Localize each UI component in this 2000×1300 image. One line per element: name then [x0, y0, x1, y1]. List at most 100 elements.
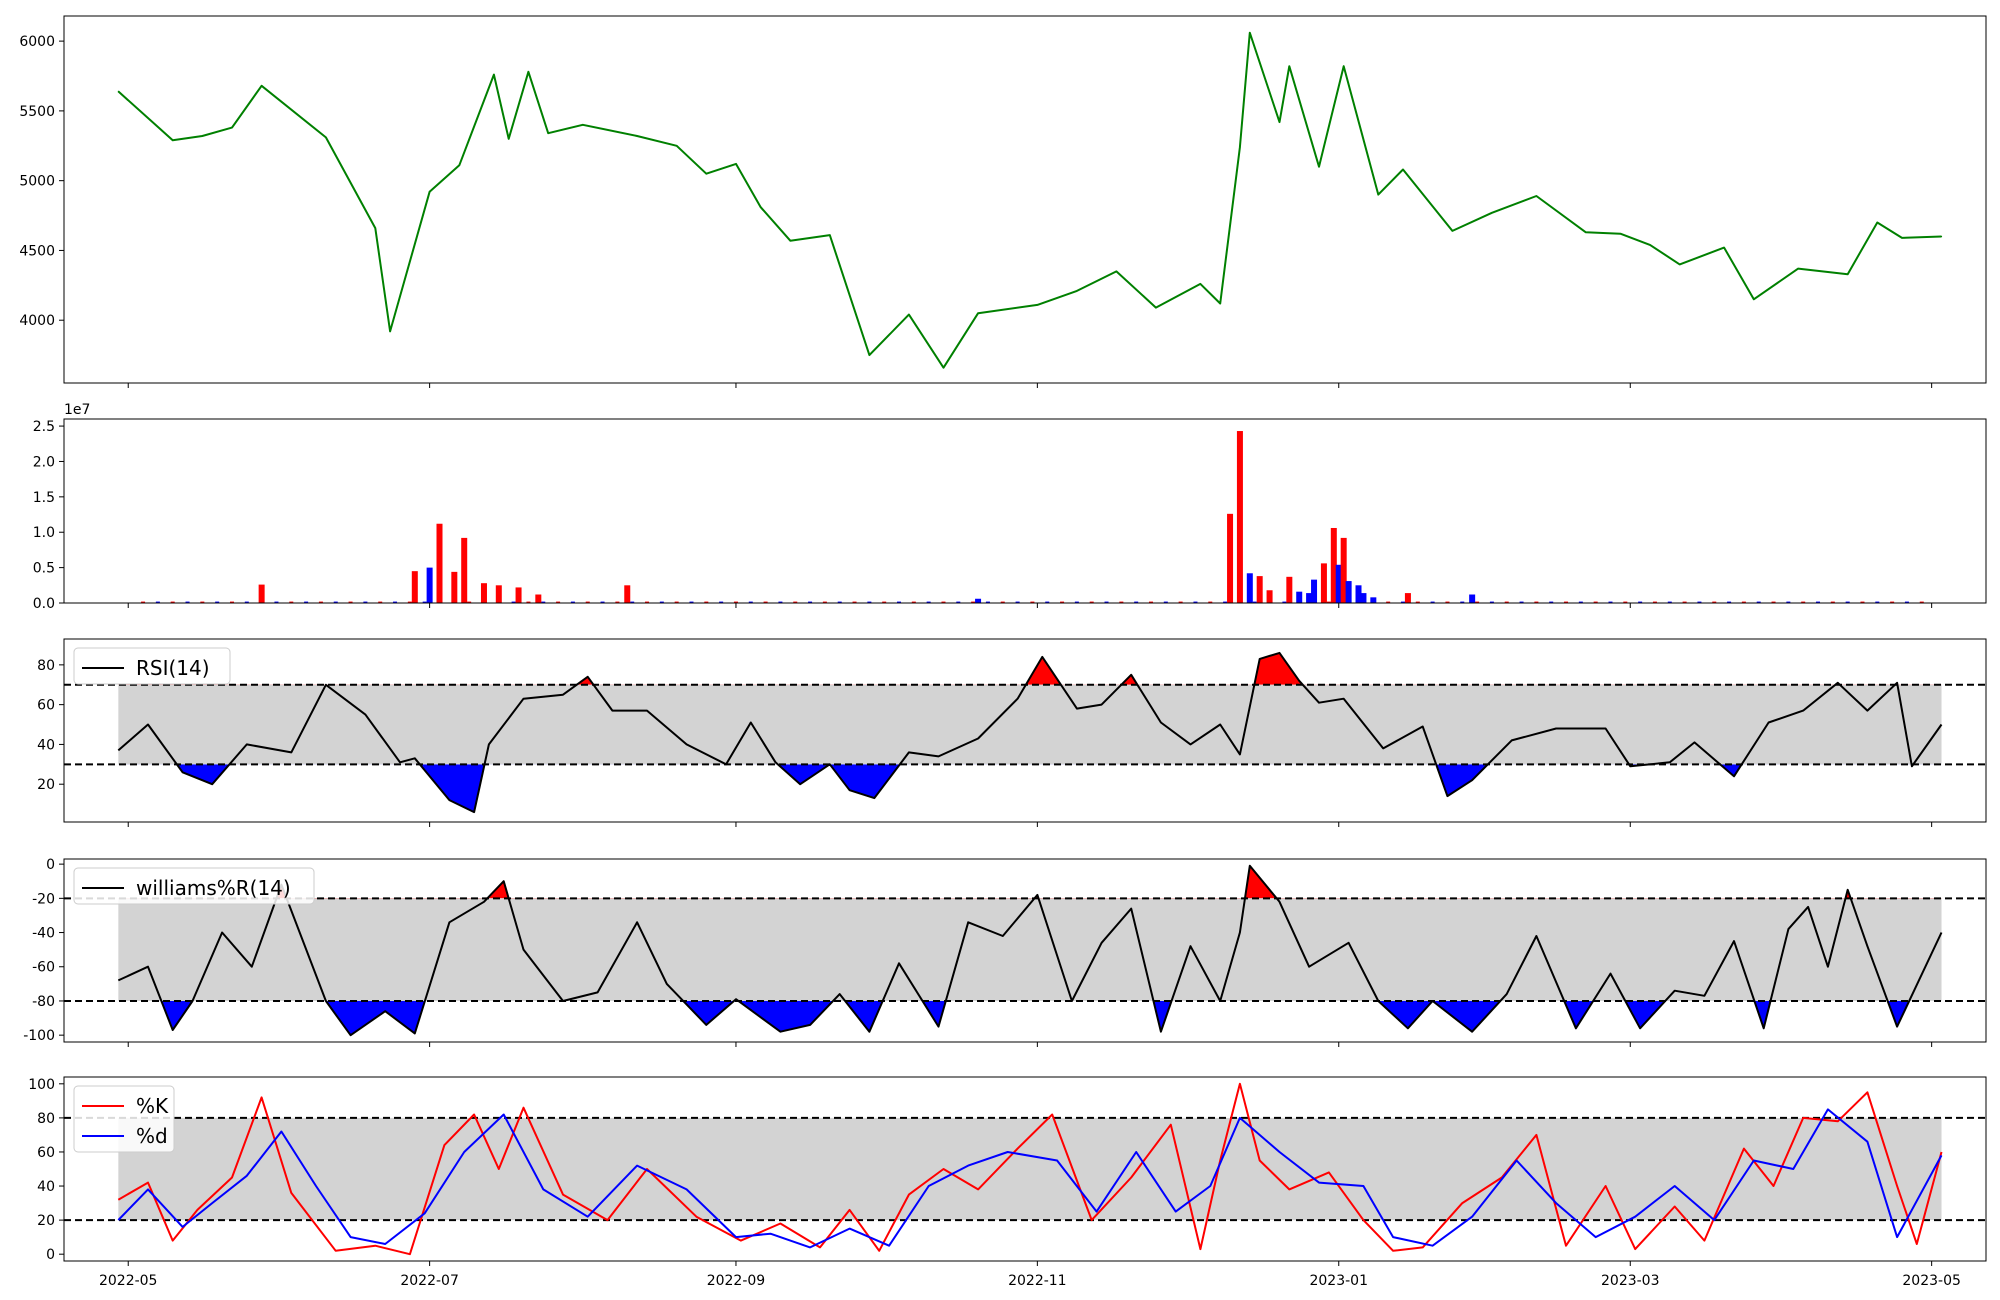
volume-bar	[1355, 585, 1362, 603]
price-point	[789, 240, 791, 242]
price-point	[1940, 235, 1943, 238]
price-ytick-label: 5000	[19, 174, 55, 190]
volume-bar	[289, 601, 294, 603]
price-point	[1585, 231, 1587, 233]
price-point	[1491, 212, 1493, 214]
price-point	[1797, 267, 1799, 270]
price-point	[493, 74, 495, 76]
rsi-legend-box	[73, 647, 231, 685]
williams-r-panel: 0 -20 -40 -60 -80 -100 williams%R(14)	[23, 857, 1987, 1047]
volume-bar	[526, 601, 531, 603]
price-point	[1901, 237, 1903, 239]
volume-bar	[570, 601, 575, 603]
volume-bar	[304, 601, 309, 603]
volume-bar	[1919, 601, 1924, 603]
volume-panel: 1e7 0.0 0.5 1.0 1.5 2.0 2.5	[33, 402, 1987, 612]
volume-bar	[1667, 601, 1672, 603]
volume-bar	[363, 601, 368, 603]
volume-bar	[1045, 601, 1050, 603]
volume-bar	[461, 537, 468, 603]
stoch-ytick-label: 40	[37, 1179, 55, 1195]
stoch-legend-label: %d	[136, 1124, 168, 1148]
volume-bar	[674, 601, 679, 603]
volume-bar	[422, 601, 427, 603]
price-point	[172, 139, 174, 141]
volume-bar	[1875, 601, 1880, 603]
volume-bar	[1193, 601, 1198, 603]
volume-bar	[229, 601, 234, 603]
volume-bar	[1320, 563, 1327, 603]
williams-legend-box	[73, 867, 315, 905]
volume-bar	[1163, 601, 1168, 603]
volume-bar	[793, 601, 798, 603]
volume-ytick-label: 2.0	[33, 454, 55, 470]
volume-bar	[333, 601, 338, 603]
volume-bar	[378, 601, 383, 603]
stoch-ytick-label: 0	[46, 1247, 55, 1263]
volume-bar	[1845, 601, 1850, 603]
volume-bar	[393, 601, 398, 603]
price-point	[458, 164, 460, 166]
volume-bar	[1801, 601, 1806, 603]
volume-bar	[837, 601, 842, 603]
price-point	[231, 127, 233, 129]
volume-bar	[585, 601, 590, 603]
rsi-legend-label: RSI(14)	[136, 656, 210, 680]
volume-bar	[511, 601, 516, 603]
volume-bar	[1089, 601, 1094, 603]
price-point	[1535, 195, 1537, 197]
williams-frame	[63, 858, 1987, 1043]
price-point	[389, 330, 391, 332]
volume-bar	[941, 601, 946, 603]
price-point	[1402, 168, 1404, 171]
volume-bar	[1208, 601, 1213, 603]
volume-bar	[615, 601, 620, 603]
volume-frame	[63, 418, 1987, 604]
volume-bar	[451, 571, 458, 603]
volume-bar	[141, 601, 146, 603]
volume-bar	[1756, 601, 1761, 603]
volume-bar	[1697, 601, 1702, 603]
volume-bar	[1415, 601, 1420, 603]
volume-bar	[1282, 601, 1287, 603]
price-point	[1036, 304, 1038, 306]
volume-bar	[1741, 601, 1746, 603]
williams-legend-label: williams%R(14)	[136, 876, 291, 900]
stoch-legend-label: %K	[136, 1094, 169, 1118]
volume-bar	[808, 601, 813, 603]
volume-bar	[1652, 601, 1657, 603]
price-point	[547, 132, 549, 134]
volume-bar	[1712, 601, 1717, 603]
volume-bar	[1890, 601, 1895, 603]
price-point	[829, 234, 831, 236]
price-point	[429, 191, 431, 193]
volume-bar	[1311, 579, 1318, 603]
price-point	[1199, 283, 1202, 285]
volume-bar	[1148, 601, 1153, 603]
volume-bar	[1489, 601, 1494, 603]
volume-bar	[624, 585, 631, 603]
volume-bar	[200, 601, 205, 603]
volume-bar	[1460, 601, 1465, 603]
volume-bar	[1469, 594, 1476, 603]
date-tick-label: 2022-07	[400, 1273, 459, 1289]
volume-bar	[1404, 593, 1411, 603]
volume-bar	[1430, 601, 1435, 603]
price-ytick-label: 4500	[19, 243, 55, 259]
price-point	[636, 135, 638, 137]
volume-ytick-label: 0.5	[33, 561, 55, 577]
volume-bar	[1564, 601, 1569, 603]
date-tick-label: 2023-03	[1601, 1273, 1660, 1289]
stoch-neutral-band	[118, 1117, 1942, 1221]
williams-ytick-label: -20	[32, 891, 55, 907]
volume-bar	[956, 601, 961, 603]
volume-bar	[407, 601, 412, 603]
volume-bar	[1000, 601, 1005, 603]
volume-bar	[1682, 601, 1687, 603]
date-tick-label: 2022-09	[707, 1273, 766, 1289]
williams-ytick-label: -80	[32, 994, 55, 1010]
williams-neutral-band	[118, 898, 1942, 1001]
volume-bar	[348, 601, 353, 603]
price-point	[1288, 65, 1290, 67]
